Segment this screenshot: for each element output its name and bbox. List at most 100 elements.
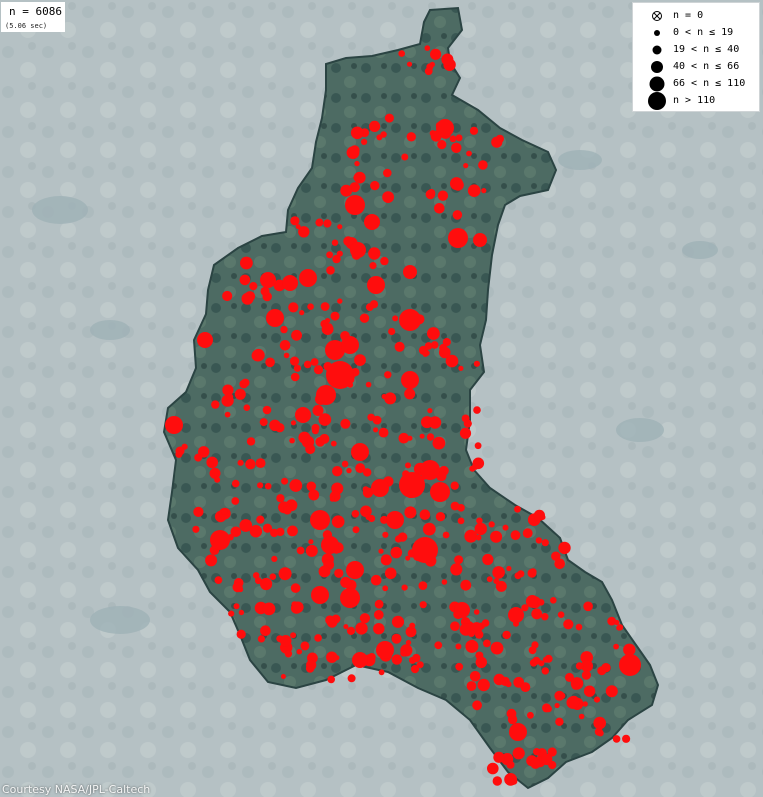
legend-row-huge: n > 110: [633, 92, 759, 110]
cluster-marker: [211, 400, 220, 409]
cluster-marker: [459, 427, 472, 439]
cluster-marker: [391, 615, 405, 628]
cluster-marker: [364, 214, 380, 230]
cluster-marker: [495, 580, 507, 592]
legend-panel: n = 0 0 < n ≤ 19 19 < n ≤ 40 40 < n ≤ 66…: [632, 2, 760, 112]
cluster-marker: [605, 685, 618, 698]
cluster-marker: [491, 136, 503, 148]
cluster-marker: [469, 126, 479, 135]
cluster-marker: [401, 371, 419, 389]
cluster-marker: [454, 602, 470, 618]
cluster-marker: [452, 210, 463, 220]
cluster-marker: [555, 717, 564, 726]
cluster-marker: [288, 302, 299, 313]
cluster-marker: [224, 411, 231, 418]
cluster-marker: [222, 290, 233, 302]
cluster-marker: [373, 623, 385, 635]
cluster-marker: [490, 641, 504, 655]
cluster-marker: [221, 508, 228, 515]
cluster-marker: [240, 256, 253, 270]
cluster-marker: [542, 656, 549, 663]
cluster-marker: [419, 509, 431, 520]
cluster-marker: [331, 239, 339, 246]
cluster-marker: [315, 218, 324, 227]
cluster-marker: [349, 182, 360, 193]
cluster-marker: [279, 635, 292, 647]
cluster-marker: [405, 639, 412, 646]
cluster-marker: [373, 427, 379, 433]
cluster-marker: [427, 327, 440, 340]
cluster-marker: [270, 528, 279, 538]
cluster-marker: [330, 440, 337, 447]
cluster-marker: [612, 735, 621, 743]
cluster-marker: [434, 641, 443, 650]
cluster-marker: [318, 565, 331, 578]
cluster-marker: [452, 179, 464, 191]
cluster-marker: [175, 446, 185, 456]
cluster-marker: [252, 572, 260, 579]
cluster-marker: [404, 506, 417, 519]
cluster-marker: [554, 702, 560, 709]
cluster-marker: [369, 120, 381, 132]
cluster-marker: [533, 509, 546, 521]
cluster-marker: [520, 682, 531, 692]
cluster-marker: [616, 624, 624, 631]
cluster-marker: [280, 674, 286, 679]
cluster-marker: [313, 365, 324, 375]
cluster-marker: [337, 298, 343, 304]
cluster-marker: [522, 528, 533, 539]
cluster-marker: [346, 467, 352, 474]
cluster-marker: [406, 61, 413, 67]
cluster-marker: [256, 459, 262, 466]
cluster-marker: [266, 309, 284, 327]
cluster-marker: [318, 413, 332, 426]
cluster-marker: [505, 681, 512, 688]
legend-row-small: 19 < n ≤ 40: [633, 41, 759, 59]
medium-dot-icon: [645, 58, 669, 76]
cluster-marker: [380, 515, 389, 524]
cluster-marker: [474, 522, 487, 536]
cluster-marker: [345, 195, 365, 215]
cluster-marker: [296, 546, 305, 555]
cluster-marker: [228, 610, 235, 617]
cluster-marker: [481, 619, 490, 627]
cluster-marker: [506, 565, 512, 572]
cluster-marker: [368, 247, 381, 260]
cluster-marker: [437, 140, 447, 150]
cluster-marker: [361, 138, 368, 145]
legend-label: n = 0: [673, 10, 704, 21]
cluster-marker: [307, 303, 314, 311]
cluster-marker: [607, 616, 617, 626]
cluster-marker: [435, 512, 446, 522]
cluster-marker: [326, 361, 354, 389]
cluster-marker: [428, 416, 442, 429]
cluster-marker: [341, 460, 349, 468]
cluster-marker: [463, 163, 469, 169]
cluster-marker: [282, 275, 298, 291]
cluster-marker: [367, 276, 385, 294]
cluster-marker: [305, 444, 316, 455]
cluster-marker: [405, 462, 411, 469]
cluster-marker: [239, 519, 253, 532]
cluster-marker: [384, 392, 397, 405]
cluster-marker: [359, 613, 370, 624]
cluster-marker: [541, 753, 553, 765]
cluster-marker: [292, 601, 304, 613]
cluster-marker: [343, 236, 354, 247]
cluster-marker: [269, 419, 281, 431]
cluster-marker: [449, 135, 457, 143]
cluster-marker: [281, 477, 289, 485]
cluster-marker: [310, 358, 319, 366]
cluster-marker: [332, 254, 341, 264]
cluster-marker: [378, 548, 384, 554]
cluster-marker: [239, 274, 251, 286]
cluster-marker: [426, 433, 435, 441]
legend-row-large: 66 < n ≤ 110: [633, 75, 759, 93]
cluster-marker: [260, 272, 276, 288]
cluster-marker: [558, 541, 571, 555]
cluster-marker: [565, 672, 574, 682]
cluster-marker: [276, 494, 285, 503]
cluster-marker: [237, 459, 244, 466]
